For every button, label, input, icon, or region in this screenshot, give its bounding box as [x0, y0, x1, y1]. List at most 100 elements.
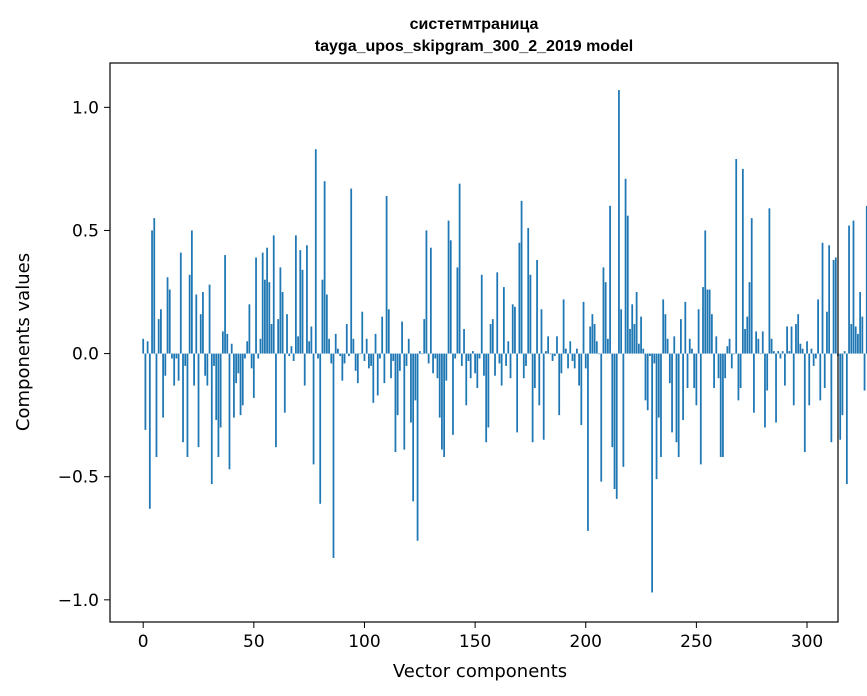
- bar-287: [777, 351, 780, 354]
- bar-130: [429, 247, 432, 354]
- bar-325: [861, 316, 864, 354]
- bar-147: [467, 353, 470, 361]
- bar-249: [693, 353, 696, 389]
- bar-123: [414, 353, 417, 401]
- bar-15: [175, 353, 178, 359]
- bar-186: [553, 353, 556, 357]
- bar-277: [755, 331, 758, 354]
- bar-229: [649, 353, 651, 357]
- bar-41: [233, 353, 235, 418]
- bar-23: [193, 353, 195, 386]
- bar-187: [556, 336, 558, 354]
- bar-323: [857, 333, 859, 354]
- bar-200: [584, 353, 587, 369]
- bar-36: [221, 331, 224, 354]
- bar-220: [629, 328, 631, 354]
- bar-31: [210, 353, 213, 485]
- bar-57: [268, 282, 271, 354]
- bar-313: [834, 257, 837, 354]
- bar-263: [724, 353, 727, 379]
- bar-303: [812, 353, 815, 366]
- bar-17: [179, 252, 182, 354]
- bar-81: [321, 279, 324, 354]
- bar-133: [436, 353, 439, 379]
- x-tick-label: 100: [348, 632, 380, 652]
- bar-274: [748, 282, 751, 354]
- bar-168: [514, 306, 516, 354]
- bar-217: [622, 353, 625, 467]
- bar-198: [580, 353, 583, 425]
- bar-194: [571, 353, 574, 361]
- bar-233: [657, 353, 660, 418]
- bar-288: [779, 353, 782, 359]
- bar-269: [737, 353, 740, 401]
- bar-207: [600, 353, 603, 482]
- bar-192: [567, 353, 569, 369]
- bar-70: [297, 336, 299, 354]
- bar-157: [489, 324, 492, 354]
- bar-154: [483, 353, 485, 376]
- bar-316: [841, 353, 844, 416]
- y-tick-label: 0.5: [72, 221, 99, 241]
- bar-69: [294, 235, 297, 354]
- bar-215: [618, 90, 620, 354]
- bar-110: [385, 195, 388, 354]
- bar-93: [348, 353, 350, 357]
- bar-28: [204, 353, 207, 376]
- bar-321: [852, 220, 855, 354]
- bar-301: [808, 353, 811, 406]
- bar-267: [733, 353, 735, 355]
- bar-291: [786, 326, 788, 354]
- bar-64: [283, 353, 286, 413]
- bar-245: [684, 301, 687, 354]
- bar-54: [261, 252, 264, 354]
- bar-188: [558, 353, 561, 416]
- bar-95: [352, 338, 355, 354]
- bar-51: [255, 257, 257, 354]
- bar-206: [598, 353, 600, 355]
- bar-174: [527, 227, 530, 354]
- bar-319: [848, 225, 850, 354]
- ticks-group: 0 50 100 150 200 250 300 −1.0 −0.5 0.0 0.5 1.0: [58, 98, 824, 652]
- bar-166: [509, 353, 512, 379]
- bar-83: [325, 294, 328, 354]
- bar-74: [306, 245, 308, 354]
- bar-9: [162, 353, 164, 418]
- bar-128: [425, 230, 428, 354]
- bar-276: [753, 353, 755, 413]
- bar-35: [219, 353, 222, 428]
- bar-113: [392, 353, 395, 361]
- bar-71: [299, 250, 302, 354]
- bar-221: [631, 304, 634, 354]
- bar-159: [494, 353, 496, 376]
- bar-178: [536, 260, 538, 354]
- bar-302: [810, 348, 813, 354]
- bar-32: [213, 353, 215, 366]
- bar-119: [405, 353, 408, 366]
- bar-124: [416, 353, 419, 541]
- bar-98: [359, 353, 361, 355]
- bar-45: [241, 353, 244, 406]
- bar-190: [562, 299, 565, 354]
- bar-211: [609, 205, 611, 354]
- bar-67: [290, 346, 293, 354]
- bar-254: [704, 230, 707, 354]
- bar-58: [270, 324, 273, 354]
- bar-90: [341, 353, 344, 381]
- bar-37: [224, 255, 226, 354]
- y-tick-label: −0.5: [58, 468, 99, 488]
- bar-161: [498, 353, 501, 364]
- bar-241: [675, 353, 678, 443]
- bar-292: [788, 351, 791, 354]
- bar-122: [412, 353, 415, 502]
- bar-6: [155, 353, 158, 458]
- bar-228: [646, 353, 649, 411]
- bar-218: [624, 178, 627, 354]
- bar-155: [485, 353, 488, 443]
- x-tick-label: 300: [791, 632, 823, 652]
- bar-213: [613, 353, 616, 490]
- bar-40: [230, 343, 233, 354]
- bar-104: [372, 353, 375, 403]
- bar-309: [826, 311, 828, 354]
- bar-222: [633, 324, 636, 354]
